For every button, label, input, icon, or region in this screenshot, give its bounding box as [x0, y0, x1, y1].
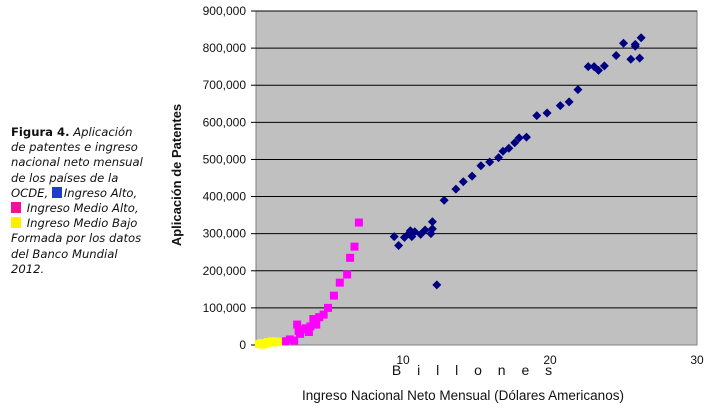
- data-point: [611, 51, 621, 61]
- data-point: [542, 108, 552, 118]
- data-point: [346, 253, 355, 262]
- x-axis-inner-label: B i l l o n e s: [392, 362, 558, 378]
- data-point: [290, 336, 299, 345]
- caption-line-2: de patentes e ingreso: [11, 140, 138, 155]
- data-point: [324, 303, 333, 312]
- data-point: [630, 41, 640, 51]
- caption-text-5a: OCDE,: [11, 185, 49, 200]
- caption-text-1: Aplicación: [73, 125, 133, 139]
- caption-line-1: Figura 4. Aplicación: [11, 125, 145, 140]
- lower-middle-swatch: [11, 217, 21, 229]
- data-point: [636, 33, 646, 43]
- data-point: [427, 224, 437, 234]
- data-point: [635, 53, 645, 63]
- plot-area: [255, 10, 698, 346]
- x-tick-label: 20: [543, 353, 557, 367]
- y-tick-label: 300,000: [203, 227, 247, 241]
- high-income-swatch: [51, 186, 62, 198]
- data-point: [494, 153, 504, 163]
- data-point: [467, 171, 477, 181]
- data-point: [485, 157, 495, 167]
- data-point: [599, 61, 609, 71]
- x-axis-label: Ingreso Nacional Neto Mensual (Dólares A…: [302, 388, 624, 403]
- caption-line-6: Ingreso Medio Alto,: [11, 201, 145, 216]
- data-point: [319, 310, 328, 319]
- y-tick-label: 200,000: [203, 264, 247, 278]
- data-point: [583, 62, 593, 72]
- caption-text-7: Ingreso Medio Bajo: [26, 216, 138, 231]
- data-point: [309, 315, 318, 324]
- data-point: [394, 241, 404, 251]
- x-tick-label: 10: [396, 353, 410, 367]
- y-axis-label: Aplicación de Patentes: [169, 104, 184, 246]
- caption-line-9: del Banco Mundial: [11, 246, 118, 261]
- data-point: [285, 335, 294, 344]
- data-point: [329, 291, 338, 300]
- y-axis-ticks: 0 100,000 200,000 300,000 400,000 500,000 600,…: [203, 4, 256, 352]
- caption-line-5: OCDE, Ingreso Alto,: [11, 186, 145, 201]
- data-point: [281, 337, 290, 346]
- data-point: [573, 85, 583, 95]
- y-tick-label: 700,000: [203, 78, 247, 92]
- data-point: [354, 218, 363, 227]
- figure-label: Figura 4.: [11, 125, 70, 139]
- data-point: [293, 320, 302, 329]
- data-point: [510, 138, 520, 148]
- data-point: [296, 329, 305, 338]
- data-point: [389, 232, 399, 242]
- y-tick-label: 0: [239, 338, 246, 352]
- data-point: [619, 38, 628, 48]
- y-tick-label: 600,000: [203, 115, 247, 129]
- data-point: [594, 65, 604, 75]
- data-point: [315, 313, 324, 322]
- x-axis-ticks: 10 20 30: [396, 353, 704, 367]
- data-point: [521, 132, 531, 142]
- caption-line-10: 2012.: [11, 261, 45, 276]
- data-point: [350, 242, 359, 251]
- data-point: [555, 101, 565, 111]
- x-tick-label: 30: [690, 353, 704, 367]
- data-point: [343, 270, 352, 279]
- y-tick-label: 900,000: [203, 4, 247, 18]
- data-point: [256, 339, 265, 348]
- caption-line-8: Formada por los datos: [11, 231, 142, 246]
- data-point: [504, 143, 514, 153]
- data-point: [304, 328, 313, 337]
- data-point: [439, 195, 449, 205]
- caption-text-6: Ingreso Medio Alto,: [26, 201, 139, 216]
- y-tick-label: 500,000: [203, 152, 247, 166]
- y-tick-label: 100,000: [203, 301, 247, 315]
- caption-line-4: de los países de la: [11, 170, 119, 185]
- caption-line-7: Ingreso Medio Bajo: [11, 216, 145, 231]
- data-point: [312, 320, 321, 329]
- data-point: [427, 217, 437, 227]
- data-point: [420, 225, 430, 235]
- data-point: [274, 337, 283, 346]
- data-point: [626, 54, 636, 64]
- y-tick-label: 400,000: [203, 190, 247, 204]
- caption-line-3: nacional neto mensual: [11, 155, 143, 170]
- data-point: [432, 280, 442, 290]
- data-points: [254, 33, 646, 349]
- data-point: [564, 97, 574, 107]
- data-point: [335, 278, 344, 287]
- data-point: [451, 184, 461, 194]
- figure-caption: Figura 4. Aplicación de patentes e ingre…: [11, 125, 145, 277]
- data-point: [532, 111, 542, 121]
- gridlines: [256, 10, 697, 309]
- data-point: [306, 322, 315, 331]
- upper-middle-swatch: [11, 202, 21, 214]
- caption-text-5b: Ingreso Alto,: [63, 185, 138, 200]
- data-point: [476, 161, 486, 171]
- data-point: [514, 133, 524, 143]
- data-point: [458, 177, 468, 187]
- y-tick-label: 800,000: [203, 41, 247, 55]
